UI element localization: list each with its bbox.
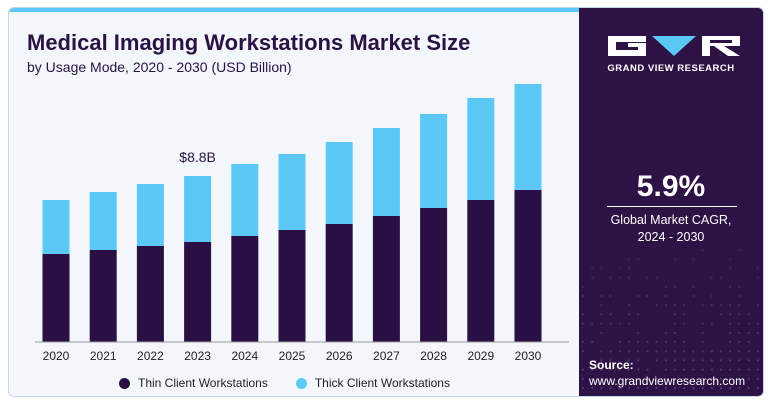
info-panel: GRAND VIEW RESEARCH 5.9% Global Market C…	[579, 8, 763, 396]
chart-card: Medical Imaging Workstations Market Size…	[8, 7, 764, 397]
bar-thick-2025	[279, 154, 306, 230]
bar-thick-2024	[231, 164, 258, 236]
bar-thick-2029	[467, 98, 494, 200]
bar-thick-2030	[515, 84, 542, 190]
source-label: Source:	[589, 358, 634, 372]
bar-thin-2022	[137, 246, 164, 342]
x-tick-label-2020: 2020	[43, 349, 70, 363]
bar-chart: 2020 2021 2022 2023 2024 2025 2026 2027 2028 2029…	[9, 12, 579, 372]
legend-item-thin: Thin Client Workstations	[119, 376, 268, 390]
x-tick-label-2028: 2028	[420, 349, 447, 363]
legend-label-thick: Thick Client Workstations	[315, 376, 450, 390]
cagr-label-line-2: 2024 - 2030	[579, 229, 763, 246]
x-tick-label-2021: 2021	[90, 349, 117, 363]
brand-name: GRAND VIEW RESEARCH	[579, 63, 763, 74]
bar-thin-2020	[43, 254, 70, 342]
bar-thick-2020	[43, 200, 70, 254]
bar-thick-2028	[420, 114, 447, 208]
x-tick-label-2022: 2022	[137, 349, 164, 363]
bar-thick-2021	[90, 192, 117, 250]
bar-thin-2026	[326, 224, 353, 342]
x-tick-label-2023: 2023	[184, 349, 211, 363]
annotations-layer: $8.8B	[179, 149, 216, 165]
annotation-2023: $8.8B	[179, 149, 216, 165]
legend: Thin Client Workstations Thick Client Wo…	[119, 376, 450, 390]
source-link[interactable]: www.grandviewresearch.com	[589, 374, 745, 388]
bar-thin-2025	[279, 230, 306, 342]
cagr-divider	[607, 206, 737, 207]
x-tick-label-2025: 2025	[279, 349, 306, 363]
x-tick-label-2024: 2024	[231, 349, 258, 363]
bar-thick-2022	[137, 184, 164, 246]
cagr-label: Global Market CAGR, 2024 - 2030	[579, 212, 763, 246]
cagr-label-line-1: Global Market CAGR,	[579, 212, 763, 229]
x-tick-label-2027: 2027	[373, 349, 400, 363]
legend-swatch-thick	[296, 378, 307, 389]
bar-thin-2028	[420, 208, 447, 342]
legend-item-thick: Thick Client Workstations	[296, 376, 450, 390]
grand-view-research-logo	[606, 34, 742, 58]
x-tick-labels: 2020 2021 2022 2023 2024 2025 2026 2027 2028 2029…	[43, 349, 542, 363]
bar-thin-2023	[184, 242, 211, 342]
bar-thin-2024	[231, 236, 258, 342]
bar-thin-2021	[90, 250, 117, 342]
bar-thin-2029	[467, 200, 494, 342]
chart-panel: Medical Imaging Workstations Market Size…	[9, 12, 579, 396]
x-tick-label-2026: 2026	[326, 349, 353, 363]
bar-thick-2027	[373, 128, 400, 216]
bar-thin-2030	[515, 190, 542, 342]
x-tick-label-2030: 2030	[515, 349, 542, 363]
bars-layer	[43, 84, 542, 342]
cagr-value: 5.9%	[579, 170, 763, 204]
legend-swatch-thin	[119, 378, 130, 389]
bar-thick-2023	[184, 176, 211, 242]
bar-thick-2026	[326, 142, 353, 224]
legend-label-thin: Thin Client Workstations	[138, 376, 268, 390]
bar-thin-2027	[373, 216, 400, 342]
x-tick-label-2029: 2029	[467, 349, 494, 363]
